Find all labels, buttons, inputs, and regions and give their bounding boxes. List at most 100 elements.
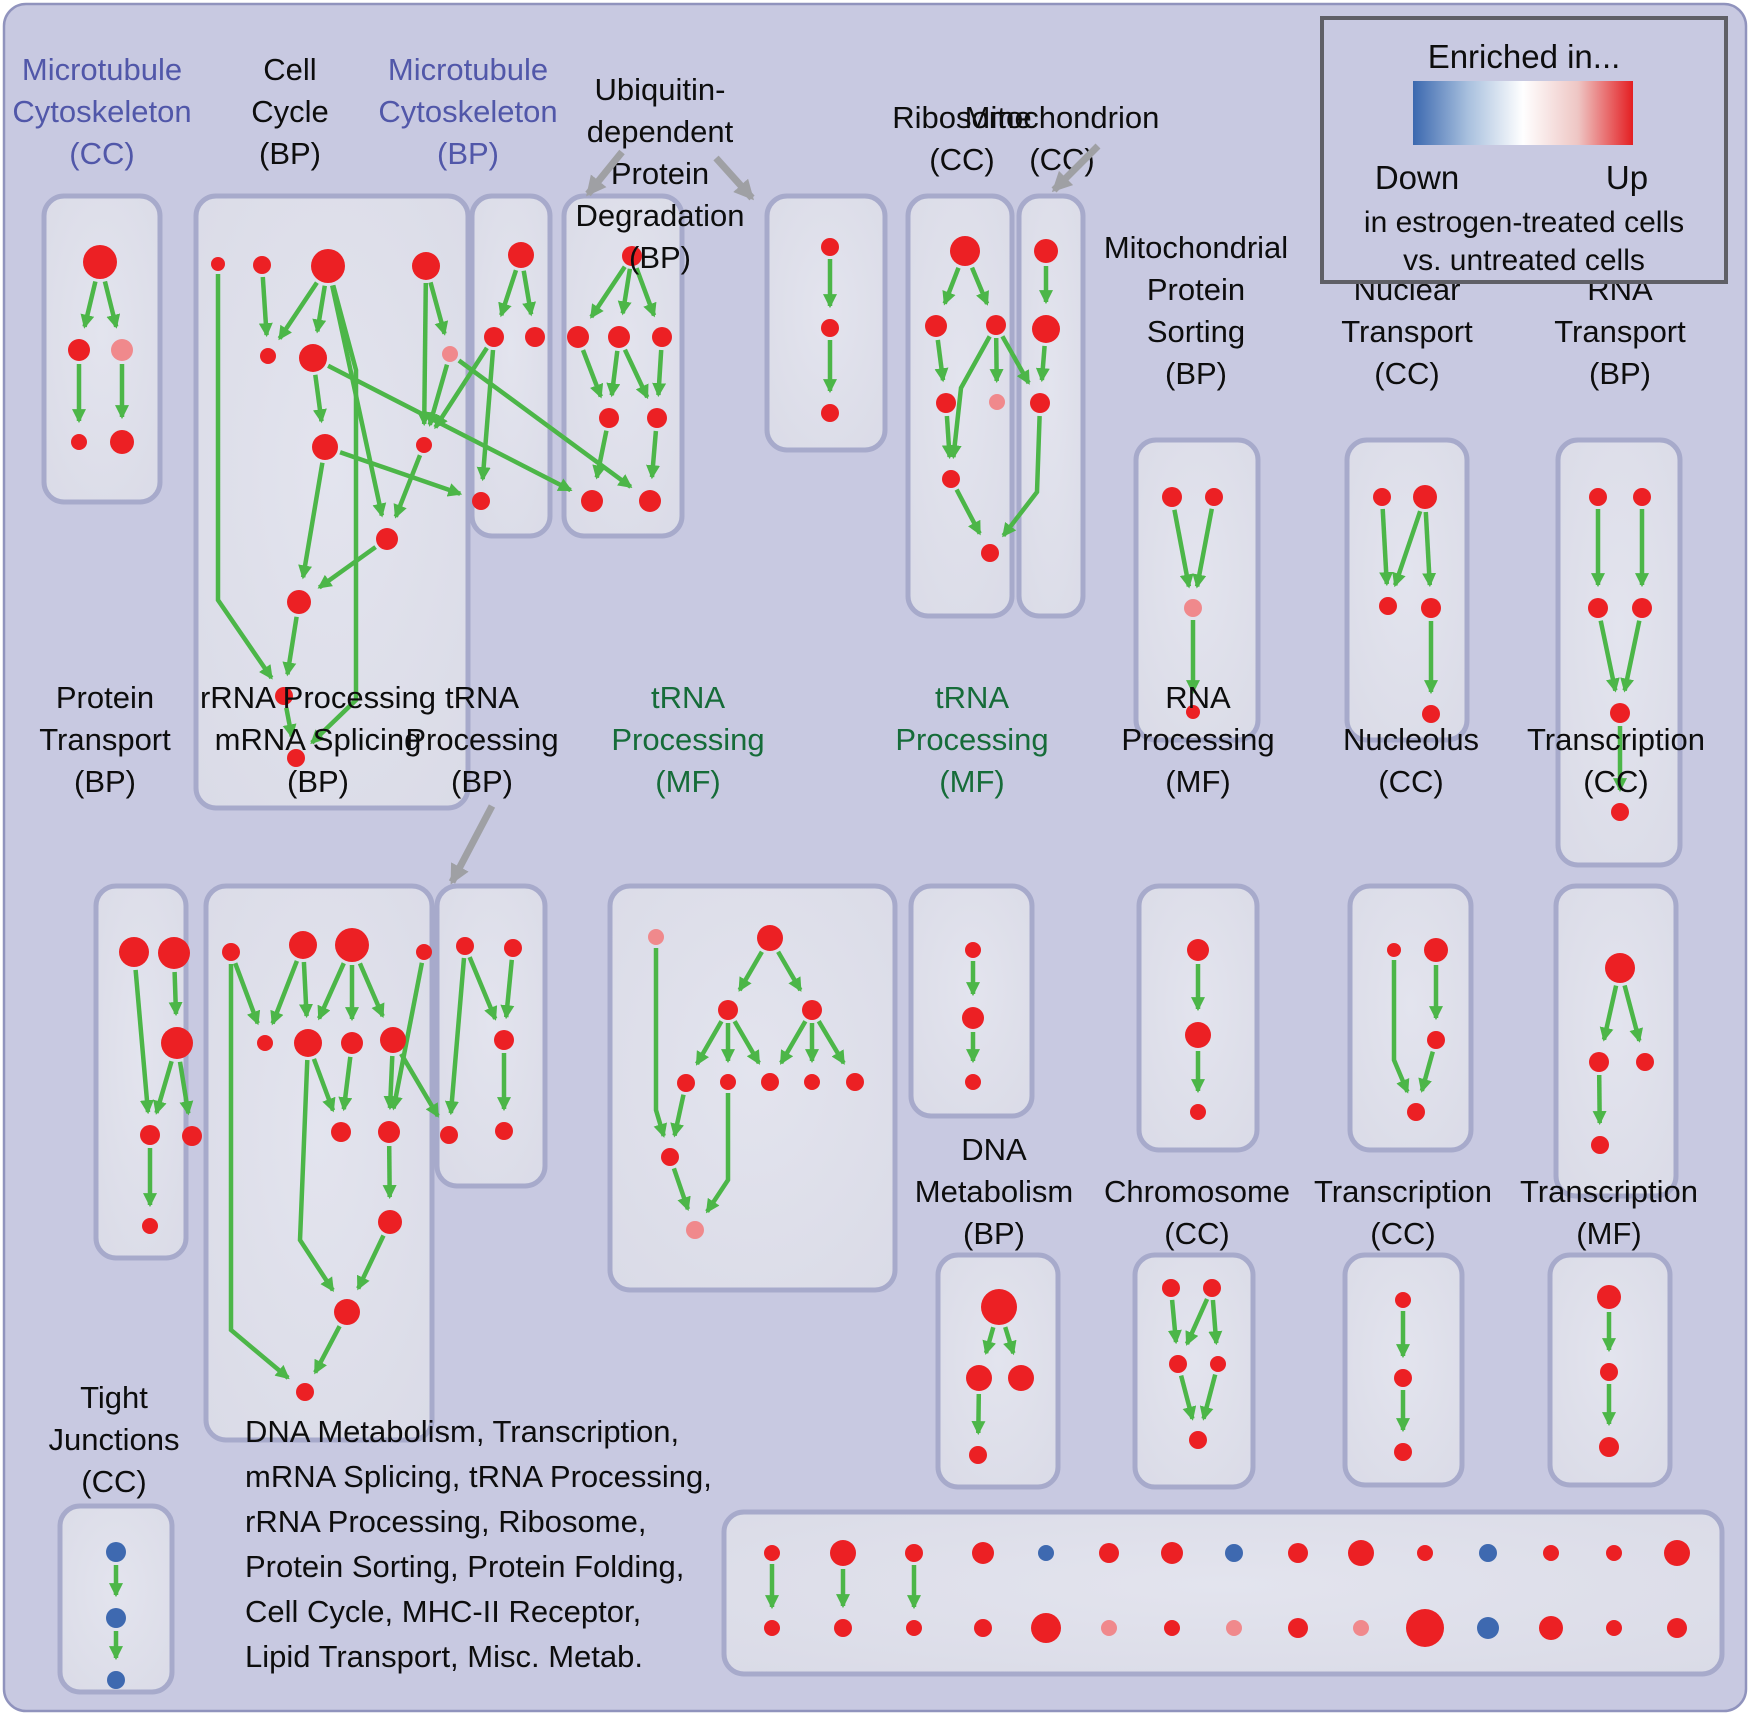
edge-arrow — [80, 280, 98, 329]
edge-arrow — [168, 971, 183, 1017]
edge-arrow — [467, 956, 498, 1021]
pointer-arrow — [585, 149, 625, 197]
cluster-label-trna-bp: Processing — [405, 722, 558, 757]
node-cell-cycle-n10 — [376, 528, 398, 550]
node-microtubule-cc-a — [83, 245, 117, 279]
cluster-label-trna-mf-1: Processing — [611, 722, 764, 757]
node-cell-cycle-n12 — [275, 687, 293, 705]
edge-arrow — [1418, 1050, 1435, 1093]
edge-arrow — [433, 346, 489, 430]
edge-arrow — [934, 339, 949, 383]
node-transcription-mf-z2 — [1600, 1363, 1618, 1381]
edge-arrow — [1003, 1326, 1017, 1356]
node-summary-k6 — [1099, 1543, 1119, 1563]
node-mitochondrion-T — [1034, 239, 1058, 263]
edge-arrow — [954, 488, 982, 536]
edge-arrow — [312, 374, 327, 424]
edge-arrow — [393, 454, 423, 519]
edge-arrow — [1392, 510, 1423, 588]
node-trna-mf-1-d3 — [761, 1073, 779, 1091]
cluster-label-chromosome: (CC) — [1164, 1216, 1229, 1251]
node-nucleolus-g4 — [1407, 1103, 1425, 1121]
node-dna-metabolism-h1 — [981, 1289, 1017, 1325]
edge-arrow — [1379, 508, 1394, 587]
edge-arrow — [732, 1020, 761, 1065]
cluster-label-transcription-mf: Transcription — [1520, 1174, 1698, 1209]
node-summary-k9 — [1288, 1543, 1308, 1563]
node-trna-mf-2-v1 — [965, 942, 981, 958]
node-microtubule-cc-c — [111, 339, 133, 361]
cluster-box-microtubule-cc — [41, 193, 163, 505]
node-transcription-cc-2-y1 — [1395, 1292, 1411, 1308]
legend-up-label: Up — [1606, 159, 1648, 196]
cluster-label-ubiquitin-1: (BP) — [629, 240, 691, 275]
edge-arrow — [310, 284, 359, 745]
edge-arrow — [383, 1055, 398, 1111]
cluster-label-mito-sorting: Mitochondrial — [1104, 230, 1288, 265]
node-tight-junctions-j3 — [107, 1671, 125, 1689]
cluster-label-rrna-mrna: (BP) — [287, 764, 349, 799]
edge-arrow — [606, 350, 621, 398]
cluster-label-mito-sorting: Sorting — [1147, 314, 1245, 349]
edge-arrow — [652, 349, 667, 398]
node-transcription-cc-2-y3 — [1394, 1443, 1412, 1461]
edge-arrow — [457, 358, 633, 489]
node-mitochondrion-M — [1032, 315, 1060, 343]
node-cell-cycle-n8 — [312, 434, 338, 460]
edge-arrow — [428, 281, 449, 336]
edge-arrow — [1035, 345, 1050, 383]
edge-arrow — [426, 363, 450, 427]
node-rrna-mrna-R4 — [378, 1210, 402, 1234]
node-trna-mf-1-P — [648, 929, 664, 945]
edge-arrow — [521, 270, 537, 317]
edge-arrow — [417, 282, 432, 427]
cluster-label-dna-metabolism: DNA — [961, 1132, 1027, 1167]
cluster-label-mito-sorting: (BP) — [1165, 356, 1227, 391]
node-mito-sorting-s2 — [1205, 488, 1223, 506]
node-rna-transport-r6 — [1611, 803, 1629, 821]
edge-arrow — [317, 545, 377, 590]
node-microtubule-bp-cr — [525, 327, 545, 347]
cluster-label-transcription-cc-2: Transcription — [1314, 1174, 1492, 1209]
node-trna-mf-1-d4 — [804, 1074, 820, 1090]
cluster-label-protein-transport: (BP) — [74, 764, 136, 799]
edge-arrow — [941, 415, 956, 460]
node-mito-sorting-s3 — [1184, 599, 1202, 617]
node-ribosome-A — [950, 236, 980, 266]
edge-arrow — [982, 1326, 996, 1356]
node-ubiquitin-1-g — [639, 490, 661, 512]
edge-arrow — [339, 450, 463, 497]
node-trna-mf-1-A — [757, 925, 783, 951]
node-rna-proc-mf-w3 — [1190, 1104, 1206, 1120]
edge-arrow — [1184, 1298, 1210, 1346]
edge-arrow — [357, 962, 385, 1019]
cluster-box-rna-transport — [1555, 437, 1683, 868]
node-ribosome-C — [986, 315, 1006, 335]
node-summary-m2 — [834, 1619, 852, 1637]
node-ribosome-F — [942, 470, 960, 488]
cluster-label-mitochondrion: Mitochondrion — [965, 100, 1160, 135]
edge-arrow — [297, 1059, 335, 1292]
node-cell-cycle-n5 — [260, 348, 276, 364]
node-summary-m13 — [1539, 1616, 1563, 1640]
edge-arrow — [382, 1145, 397, 1200]
edge-arrow — [298, 462, 325, 580]
edge-arrow — [1599, 985, 1619, 1042]
node-summary-m12 — [1477, 1617, 1499, 1639]
node-summary-k10 — [1348, 1540, 1374, 1566]
cluster-label-cell-cycle: (BP) — [259, 136, 321, 171]
node-nuclear-transport-m1 — [1379, 597, 1397, 615]
node-rna-proc-mf-w1 — [1187, 939, 1209, 961]
edge-arrow — [1391, 960, 1410, 1094]
edge-arrow — [133, 969, 154, 1115]
node-nucleolus-g1 — [1387, 943, 1401, 957]
edge-arrow — [1422, 511, 1437, 588]
edge-arrow — [1208, 1299, 1223, 1346]
node-dna-metabolism-h3 — [1008, 1365, 1034, 1391]
edge-arrow — [153, 1060, 174, 1115]
cluster-label-rna-transport: Transport — [1554, 314, 1686, 349]
node-summary-m11 — [1406, 1609, 1444, 1647]
node-transcription-mf-z1 — [1597, 1285, 1621, 1309]
edge-arrow — [444, 957, 467, 1116]
cluster-label-dna-metabolism: Metabolism — [915, 1174, 1074, 1209]
